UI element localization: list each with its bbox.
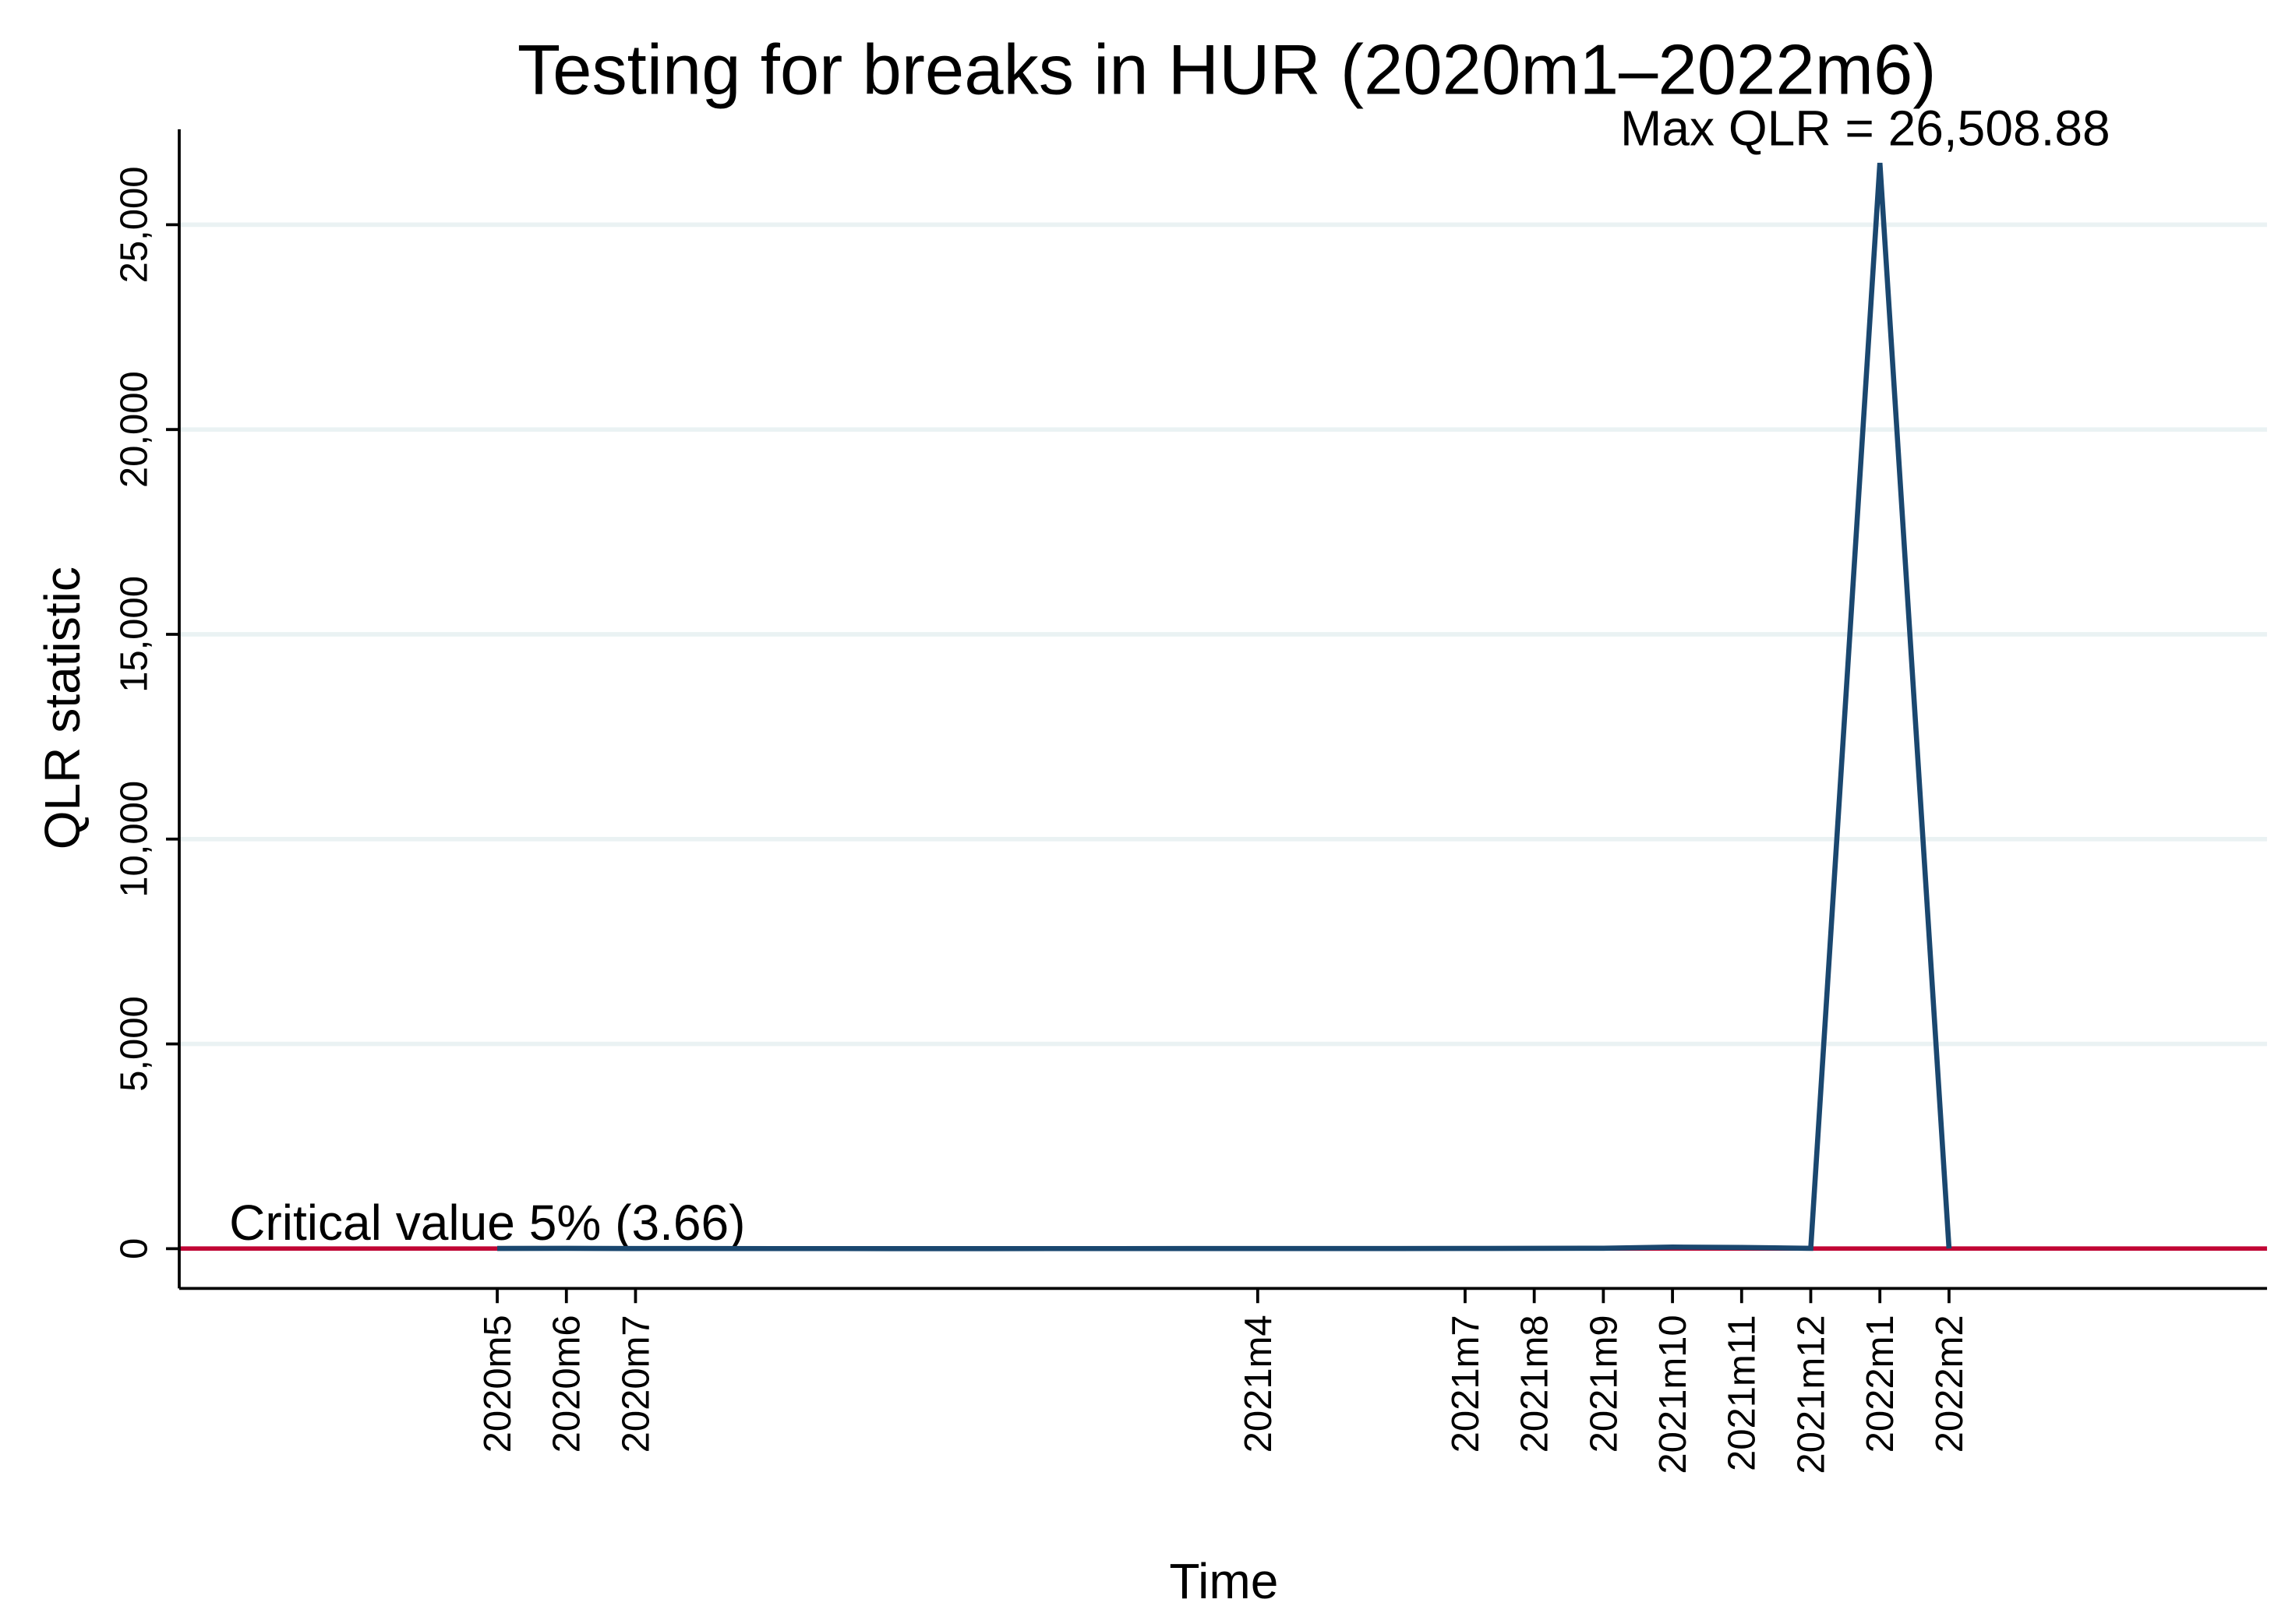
x-tick-label: 2021m8	[1514, 1315, 1556, 1453]
x-tick-label: 2020m6	[546, 1315, 588, 1453]
y-tick-label: 25,000	[114, 166, 156, 283]
x-tick-label: 2021m4	[1238, 1315, 1280, 1453]
x-tick-label: 2021m10	[1652, 1315, 1694, 1474]
x-tick-label: 2021m11	[1722, 1315, 1764, 1471]
x-tick-label: 2020m7	[615, 1315, 657, 1453]
annotation: Max QLR = 26,508.88	[1620, 100, 2110, 156]
x-axis-label: Time	[1169, 1553, 1278, 1609]
x-tick-label: 2021m9	[1583, 1315, 1625, 1453]
data-line	[497, 162, 1952, 1252]
y-tick-label: 5,000	[114, 996, 156, 1092]
x-tick-label: 2022m1	[1859, 1315, 1902, 1453]
x-tick-label: 2020m5	[477, 1315, 519, 1453]
y-tick-label: 10,000	[114, 781, 156, 898]
chart-title: Testing for breaks in HUR (2020m1–2022m6…	[517, 31, 1937, 110]
reference-label: Critical value 5% (3.66)	[229, 1195, 745, 1251]
y-tick-label: 20,000	[114, 371, 156, 488]
x-tick-label: 2021m12	[1790, 1315, 1832, 1474]
x-tick-label: 2022m2	[1929, 1315, 1971, 1453]
x-tick-label: 2021m7	[1445, 1315, 1487, 1453]
y-axis-label: QLR statistic	[34, 567, 90, 849]
y-tick-label: 0	[114, 1238, 156, 1259]
y-tick-label: 15,000	[114, 576, 156, 693]
